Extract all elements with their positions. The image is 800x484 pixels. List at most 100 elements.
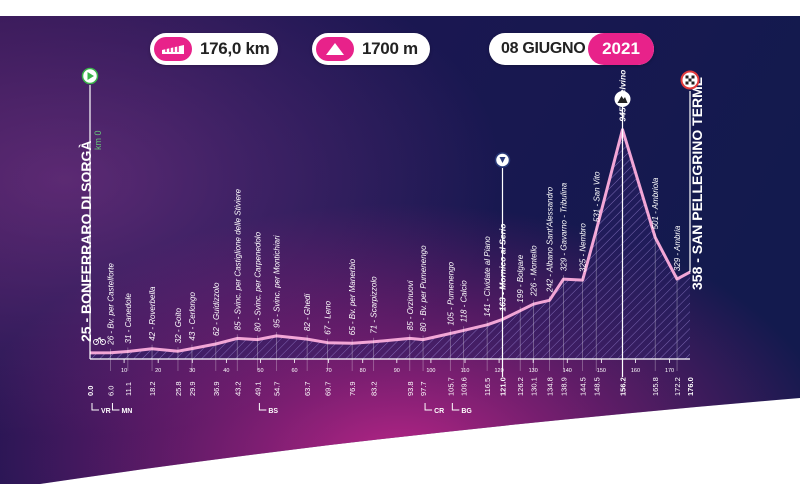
waypoint-km-label: 116.5: [483, 378, 492, 396]
transition-arrow: [258, 403, 267, 411]
x-tick-label: 60: [291, 368, 297, 374]
waypoint-km-label: 176.0: [686, 377, 695, 396]
distance-badge: 176,0 km: [150, 33, 278, 65]
transition-label: CR: [434, 408, 444, 415]
waypoint-km-label: 126.2: [516, 377, 525, 396]
finish-check: [691, 81, 695, 85]
waypoint-km-label: 54.7: [272, 381, 281, 396]
ruler-icon: [154, 37, 192, 61]
x-tick-label: 170: [665, 368, 674, 374]
start-location-label: 25 - BONFERRARO DI SORGÀ: [78, 141, 94, 342]
transition-arrow: [424, 403, 433, 411]
waypoint-label: 95 - Svinc. per Montichiari: [272, 235, 281, 328]
waypoint-label: 85 - Orzinuovi: [406, 280, 415, 330]
waypoint-km-label: 97.7: [419, 381, 428, 396]
date-value: 08 GIUGNO: [501, 40, 586, 57]
waypoint-label: 501 - Ambriola: [651, 177, 660, 229]
waypoint-label: 141 - Cividate al Piano: [483, 236, 492, 317]
waypoint-km-label: 109.6: [460, 377, 469, 396]
waypoint-label: 329 - Ambria: [673, 225, 682, 271]
transition-arrow: [91, 403, 99, 411]
waypoint-km-label: 43.2: [233, 381, 242, 396]
waypoint-km-label: 29.9: [188, 381, 197, 396]
km-zero-label: km 0: [93, 130, 103, 150]
waypoint-label: 242 - Albano Sant'Alessandro: [546, 186, 555, 293]
waypoint-label: 199 - Bolgare: [516, 254, 525, 303]
waypoint-label: 80 - Svinc. per Carpenedolo: [253, 231, 262, 331]
waypoint-km-label: 156.2: [619, 377, 628, 396]
waypoint-label: 31 - Canedole: [124, 293, 133, 344]
finish-location-label: 358 - SAN PELLEGRINO TERME: [689, 77, 705, 290]
waypoint-km-label: 49.1: [253, 381, 262, 396]
waypoint-label: 67 - Leno: [324, 300, 333, 334]
x-tick-label: 120: [494, 368, 503, 374]
profile-area: [90, 129, 690, 359]
finish-check: [685, 81, 689, 85]
waypoint-label: 26 - Bv. per Castelforte: [106, 262, 115, 345]
x-tick-label: 160: [631, 368, 640, 374]
x-tick-label: 130: [529, 368, 538, 374]
waypoint-km-label: 63.7: [303, 381, 312, 396]
waypoint-label: 85 - Svinc. per Castiglione delle Stivie…: [233, 188, 242, 330]
x-tick-label: 50: [257, 368, 263, 374]
x-tick-label: 40: [223, 368, 229, 374]
waypoint-label: 226 - Montello: [530, 245, 539, 297]
waypoint-km-label: 11.1: [124, 382, 133, 396]
waypoint-km-label: 6.0: [106, 386, 115, 396]
x-tick-label: 100: [426, 368, 435, 374]
transition-label: MN: [121, 408, 132, 415]
waypoint-label: 105 - Pumenengo: [446, 261, 455, 325]
waypoint-label: 325 - Nembro: [579, 223, 588, 272]
waypoint-km-label: 25.8: [174, 381, 183, 396]
distance-value: 176,0 km: [200, 39, 270, 58]
waypoint-km-label: 36.9: [212, 381, 221, 396]
x-tick-label: 90: [394, 368, 400, 374]
finish-check: [691, 75, 695, 79]
waypoint-label: 32 - Goito: [174, 308, 183, 344]
waypoint-km-label: 0.0: [86, 386, 95, 396]
bike-frame: [95, 337, 104, 343]
waypoint-km-label: 69.7: [324, 381, 333, 396]
finish-check: [688, 78, 692, 82]
transition-label: BS: [268, 408, 278, 415]
bike-icon: [93, 337, 106, 345]
waypoint-km-label: 93.8: [406, 381, 415, 396]
bike-wheel: [93, 339, 99, 345]
x-tick-label: 30: [189, 368, 195, 374]
waypoint-km-label: 144.5: [579, 377, 588, 396]
x-tick-label: 110: [461, 368, 470, 374]
elevation-value: 1700 m: [362, 39, 418, 58]
waypoint-km-label: 121.0: [499, 377, 508, 396]
x-tick-label: 80: [360, 368, 366, 374]
waypoint-label: 329 - Gavarno - Tribulina: [560, 182, 569, 271]
waypoint-label: 65 - Bv. per Manerbio: [348, 258, 357, 335]
x-tick-label: 140: [563, 368, 572, 374]
waypoint-label: 42 - Roverbella: [148, 286, 157, 341]
waypoint-km-label: 76.9: [348, 381, 357, 396]
bike-wheel: [100, 339, 106, 345]
x-tick-label: 10: [121, 368, 127, 374]
elevation-badge: 1700 m: [312, 33, 430, 65]
finish-check: [685, 75, 689, 79]
x-tick-label: 20: [155, 368, 161, 374]
waypoint-km-label: 148.5: [592, 377, 601, 396]
x-tick-label: 150: [597, 368, 606, 374]
waypoint-km-label: 138.9: [560, 377, 569, 396]
start-arrow: [87, 72, 94, 80]
date-badge: 08 GIUGNO 2021: [489, 33, 654, 65]
mountain-icon: [316, 37, 354, 61]
transition-arrow: [451, 403, 460, 411]
sprint-glyph: [499, 157, 506, 163]
waypoint-label: 80 - Bv. per Pumenengo: [419, 245, 428, 332]
waypoint-km-label: 134.8: [546, 377, 555, 396]
profile-line: [89, 128, 691, 355]
waypoint-km-label: 83.2: [370, 381, 379, 396]
waypoint-label: 62 - Guidizzolo: [212, 282, 221, 336]
waypoint-km-label: 18.2: [148, 381, 157, 396]
x-tick-label: 70: [326, 368, 332, 374]
waypoint-km-label: 165.8: [651, 377, 660, 396]
waypoint-km-label: 130.1: [530, 377, 539, 396]
